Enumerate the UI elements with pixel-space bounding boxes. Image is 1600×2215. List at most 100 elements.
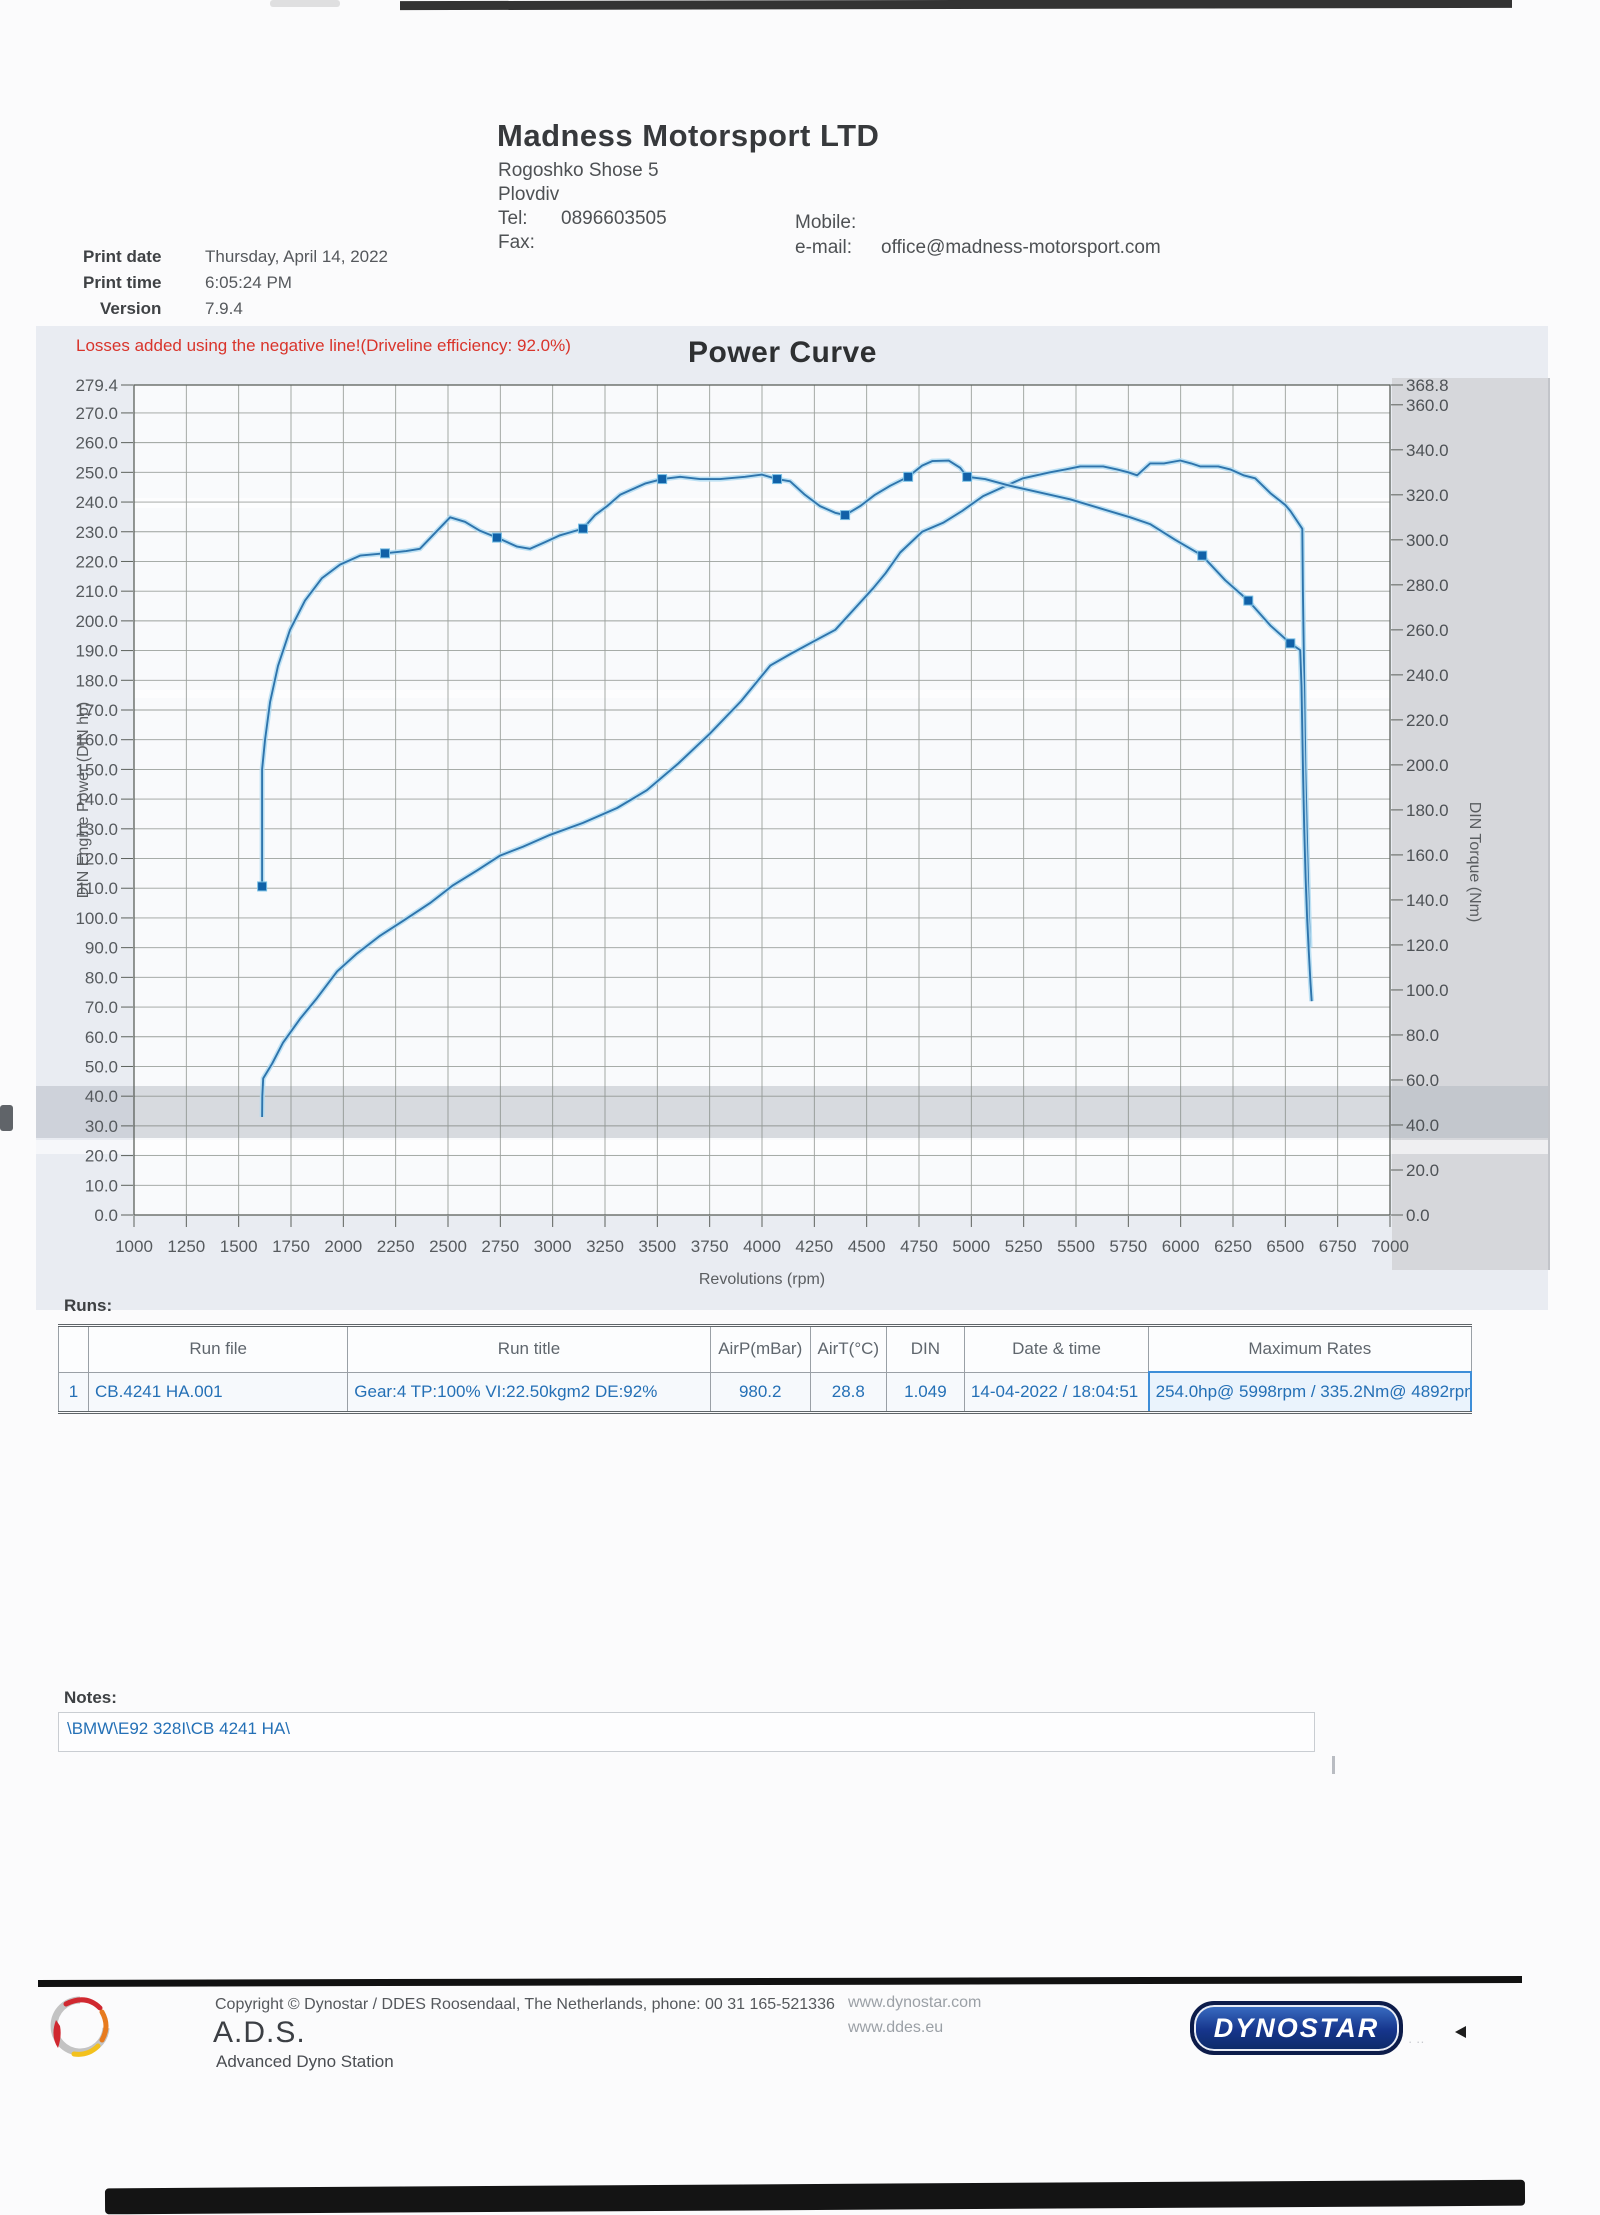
y-right-tick-label: 160.0 [1406,846,1449,865]
cell-max-rates[interactable]: 254.0hp@ 5998rpm / 335.2Nm@ 4892rpm [1147,1371,1473,1414]
header-max-rates: Maximum Rates [1148,1325,1472,1373]
header-datetime: Date & time [963,1325,1150,1373]
y-left-tick-label: 50.0 [85,1057,118,1076]
losses-warning-text: Losses added using the negative line!(Dr… [76,336,571,355]
y-right-tick-label: 368.8 [1406,376,1449,395]
ads-flame-logo-icon [50,1996,110,2057]
y-right-tick-label: 220.0 [1406,711,1449,730]
x-tick-label: 2000 [324,1237,362,1256]
x-tick-label: 4750 [900,1237,938,1256]
runs-table-header-row: Run file Run title AirP(mBar) AirT(°C) D… [57,1325,1472,1373]
x-tick-label: 1500 [220,1237,258,1256]
cell-run-number: 1 [57,1371,90,1413]
print-date-value: Thursday, April 14, 2022 [205,247,389,266]
x-tick-label: 1000 [115,1237,153,1256]
footer-copyright: Copyright © Dynostar / DDES Roosendaal, … [215,1996,835,2013]
x-tick-label: 6250 [1214,1237,1252,1256]
mobile-label: Mobile: [795,212,857,233]
x-tick-label: 7000 [1371,1237,1409,1256]
y-left-tick-label: 279.4 [75,376,118,395]
y-right-tick-label: 320.0 [1406,486,1449,505]
x-tick-label: 2750 [481,1237,519,1256]
runs-table: Run file Run title AirP(mBar) AirT(°C) D… [57,1324,1473,1414]
y-right-tick-label: 340.0 [1406,441,1449,460]
y-left-tick-label: 10.0 [85,1176,118,1195]
cell-run-title: Gear:4 TP:100% VI:22.50kgm2 DE:92% [347,1371,711,1413]
y-left-tick-label: 230.0 [75,523,118,542]
torque-curve [259,458,1315,1002]
y-right-tick-label: 260.0 [1406,621,1449,640]
header-airt: AirT(°C) [809,1325,887,1373]
scan-gray-band-right [1392,378,1550,1270]
y-left-tick-label: 40.0 [85,1087,118,1106]
y-left-tick-label: 160.0 [75,731,118,750]
email-value: office@madness-motorsport.com [881,237,1161,258]
scan-mark-small [1332,1756,1335,1774]
y-left-tick-label: 190.0 [75,642,118,661]
fax-label: Fax: [498,232,535,253]
y-right-tick-label: 360.0 [1406,396,1449,415]
y-left-tick-label: 100.0 [75,909,118,928]
email-label: e-mail: [795,237,853,258]
y-right-tick-label: 40.0 [1406,1116,1439,1135]
x-tick-label: 5250 [1005,1237,1043,1256]
version-label: Version [100,299,162,318]
header-run-file: Run file [88,1325,349,1373]
y-left-tick-label: 140.0 [75,790,118,809]
scan-smudge-logo-text: · ·· [1408,2034,1425,2049]
x-axis-title: Revolutions (rpm) [699,1271,825,1288]
y-left-tick-label: 250.0 [75,463,118,482]
x-tick-label: 6500 [1266,1237,1304,1256]
y-left-tick-label: 0.0 [94,1206,118,1225]
runs-table-data-row[interactable]: 1 CB.4241 HA.001 Gear:4 TP:100% VI:22.50… [57,1371,1473,1414]
y-left-tick-label: 70.0 [85,998,118,1017]
ads-title: A.D.S. [213,2016,306,2049]
y-right-tick-label: 240.0 [1406,666,1449,685]
header-run-title: Run title [347,1325,711,1373]
y-left-tick-label: 270.0 [75,404,118,423]
cell-airp: 980.2 [709,1371,811,1413]
y-right-tick-label: 300.0 [1406,531,1449,550]
y-left-tick-label: 170.0 [75,701,118,720]
footer-site-ddes[interactable]: www.ddes.eu [848,2019,944,2036]
y-right-tick-label: 140.0 [1406,891,1449,910]
x-tick-label: 6000 [1162,1237,1200,1256]
print-time-label: Print time [83,273,162,292]
x-tick-label: 3250 [586,1237,624,1256]
y-left-tick-label: 30.0 [85,1117,118,1136]
scan-streak-3 [36,1140,1548,1154]
y-left-tick-label: 80.0 [85,968,118,987]
notes-section-label: Notes: [64,1688,117,1707]
print-date-label: Print date [83,247,162,266]
x-tick-label: 5500 [1057,1237,1095,1256]
notes-text: \BMW\E92 328I\CB 4241 HA\ [67,1719,290,1738]
notes-box[interactable]: \BMW\E92 328I\CB 4241 HA\ [58,1712,1315,1752]
y-left-tick-label: 220.0 [75,552,118,571]
company-name: Madness Motorsport LTD [497,118,880,153]
chart-plot-border [133,384,1391,1216]
company-address-line1: Rogoshko Shose 5 [498,160,659,181]
x-tick-label: 1250 [167,1237,205,1256]
y-right-tick-label: 280.0 [1406,576,1449,595]
y-left-tick-label: 120.0 [75,850,118,869]
y-right-axis-title: DIN Torque (Nm) [1466,802,1483,923]
x-tick-label: 3000 [534,1237,572,1256]
x-tick-label: 4250 [795,1237,833,1256]
print-time-value: 6:05:24 PM [205,273,292,292]
x-tick-label: 5750 [1109,1237,1147,1256]
cell-run-file: CB.4241 HA.001 [88,1371,349,1413]
y-right-tick-label: 80.0 [1406,1026,1439,1045]
y-left-tick-label: 150.0 [75,760,118,779]
ads-subtitle: Advanced Dyno Station [216,2052,394,2071]
y-right-tick-label: 180.0 [1406,801,1449,820]
chart-tick-marks [121,384,1403,1227]
y-left-tick-label: 260.0 [75,434,118,453]
x-tick-label: 2250 [377,1237,415,1256]
chart-tick-labels: 279.4 270.0 260.0 250.0 240.0 230.0 220.0 210.0… [75,376,1448,1256]
footer-site-dynostar[interactable]: www.dynostar.com [848,1994,982,2011]
y-right-tick-label: 120.0 [1406,936,1449,955]
chart-title: Power Curve [688,336,877,369]
y-left-tick-label: 180.0 [75,671,118,690]
